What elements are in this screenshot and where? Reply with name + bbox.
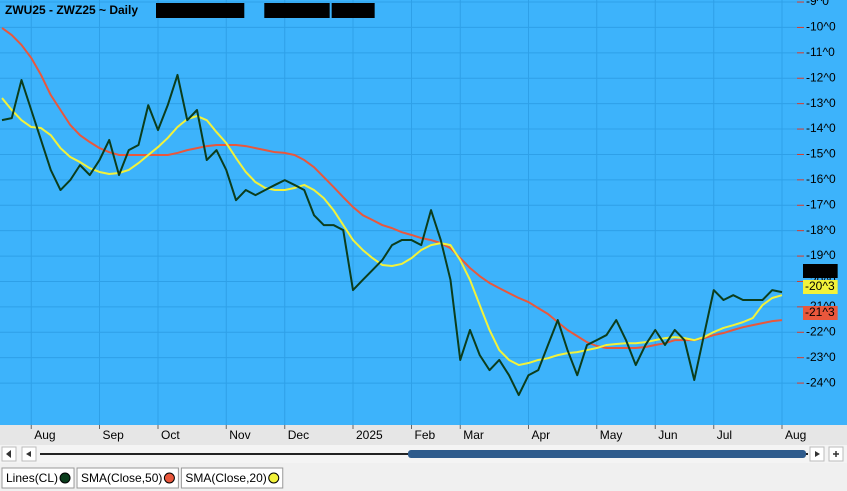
y-tick-label: -11^0: [806, 45, 835, 59]
scroll-left-icon: [26, 451, 31, 457]
header-badge: [264, 3, 330, 18]
x-axis-strip: [0, 425, 847, 445]
x-tick-label: Feb: [415, 428, 436, 442]
legend-swatch: [163, 472, 175, 484]
x-tick-label: Jul: [717, 428, 732, 442]
legend-item[interactable]: SMA(Close,50): [76, 467, 179, 489]
y-tick-label: -15^0: [806, 147, 836, 161]
scroll-home-icon: [6, 450, 11, 458]
last-value-label: -21^3: [805, 305, 835, 319]
header-badge-text: T:-20^2: [334, 3, 373, 17]
last-value-label: -20^3: [805, 279, 835, 293]
series-line: [1, 73, 783, 397]
y-tick-label: -23^0: [806, 350, 836, 364]
header-badge: [156, 3, 245, 18]
scroll-thumb[interactable]: [408, 450, 806, 458]
legend-tab[interactable]: [76, 467, 179, 489]
scroll-right-icon: [815, 451, 820, 457]
zoom-icon: [833, 451, 839, 457]
last-value-label: -20^2: [805, 263, 835, 277]
x-tick-label: 2025: [356, 428, 383, 442]
y-tick-label: -13^0: [806, 96, 836, 110]
y-tick-label: -24^0: [806, 375, 836, 389]
scrollbar: [0, 445, 847, 463]
legend-label: SMA(Close,20): [185, 471, 266, 485]
legend-label: SMA(Close,50): [81, 471, 162, 485]
header-badge-text: 1:30:00 PM: [266, 3, 327, 17]
y-tick-label: -19^0: [806, 248, 836, 262]
last-value-badge: [803, 306, 838, 320]
y-tick-label: -22^0: [806, 324, 836, 338]
y-axis: -9^0 -10^0 -11^0 -12^0 -13^0 -14^0 -15^0 -16^0 -…: [797, 0, 836, 389]
x-tick-label: Aug: [34, 428, 55, 442]
last-value-badge: [803, 264, 838, 278]
header-badge-text: Tue Aug 5 2025: [158, 3, 243, 17]
legend-label: Lines(CL): [6, 471, 58, 485]
x-tick-label: Jun: [658, 428, 677, 442]
last-value-badges: -20^2 -21^3 -20^3: [803, 263, 838, 320]
chart-title: ZWU25 - ZWZ25 ~ Daily: [5, 3, 138, 17]
y-tick-label: -14^0: [806, 121, 836, 135]
x-tick-label: Sep: [103, 428, 125, 442]
legend-swatch: [268, 472, 280, 484]
plot-background: [0, 0, 847, 425]
x-tick-label: Aug: [785, 428, 806, 442]
grid: [0, 0, 797, 425]
legend-item[interactable]: SMA(Close,20): [180, 467, 284, 489]
legend-tab[interactable]: [180, 467, 284, 489]
y-tick-label: -10^0: [806, 20, 836, 34]
y-tick-label: -9^0: [806, 0, 829, 8]
legend: Lines(CL) SMA(Close,50) SMA(Close,20): [1, 467, 284, 489]
last-value-badge: [803, 280, 838, 294]
header: ZWU25 - ZWZ25 ~ Daily Tue Aug 5 2025 1:30…: [5, 3, 375, 18]
series-line: [1, 27, 783, 350]
x-tick-label: May: [600, 428, 623, 442]
x-tick-label: Oct: [161, 428, 180, 442]
y-tick-label: -12^0: [806, 70, 836, 84]
y-tick-label: -16^0: [806, 172, 836, 186]
x-tick-label: Mar: [463, 428, 484, 442]
legend-item[interactable]: Lines(CL): [1, 467, 75, 489]
x-tick-label: Nov: [229, 428, 250, 442]
series-line: [1, 97, 783, 367]
x-tick-label: Dec: [288, 428, 309, 442]
x-axis: Aug Sep Oct Nov Dec 2025 Feb Mar Apr May Jun Jul Aug: [30, 425, 806, 442]
y-tick-label: -18^0: [806, 223, 836, 237]
y-tick-label: -17^0: [806, 197, 836, 211]
x-tick-label: Apr: [532, 428, 551, 442]
header-badge: [331, 3, 375, 18]
legend-tab[interactable]: [1, 467, 75, 489]
legend-swatch: [59, 472, 71, 484]
lines: [1, 27, 783, 397]
